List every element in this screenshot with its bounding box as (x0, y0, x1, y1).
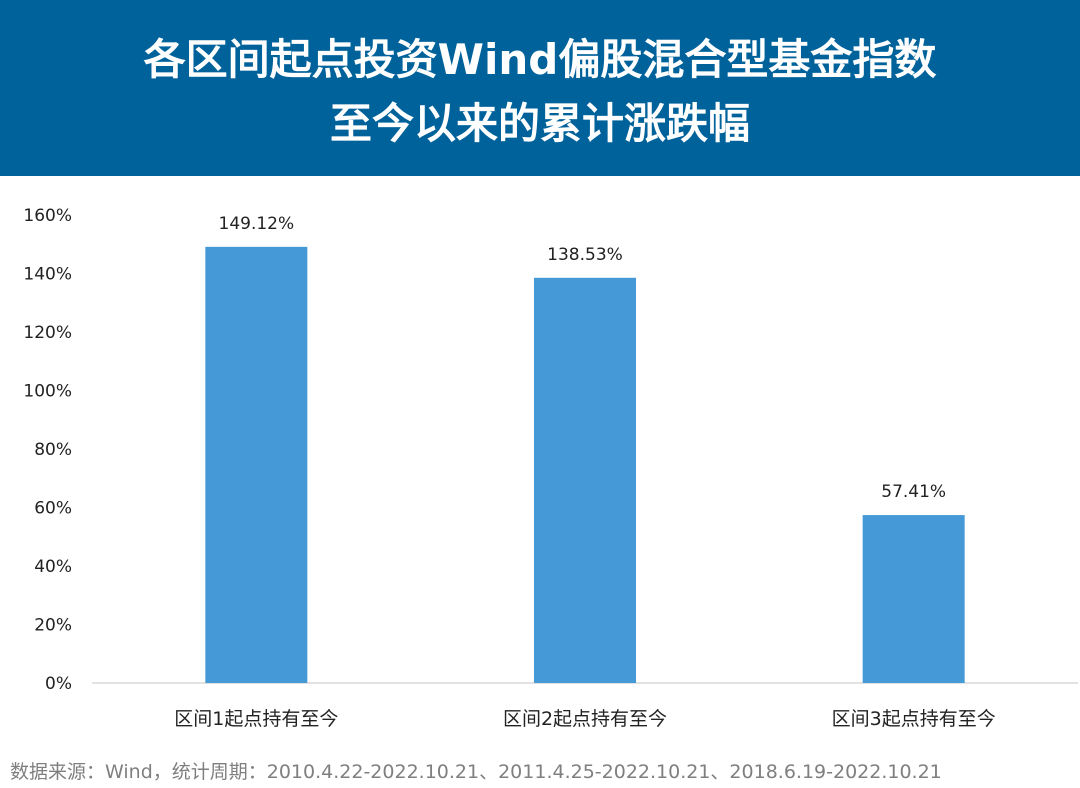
y-tick-label: 100% (23, 382, 72, 402)
chart-area: 0% 20% 40% 60% 80% 100% 120% 140% 160% 149.12% 区间1… (0, 176, 1080, 746)
chart-title-line-1: 各区间起点投资Wind偏股混合型基金指数 (143, 35, 937, 84)
x-tick-label: 区间1起点持有至今 (174, 708, 338, 730)
data-label: 149.12% (219, 214, 295, 234)
y-tick-label: 40% (34, 557, 72, 577)
y-tick-label: 20% (34, 616, 72, 636)
data-label: 138.53% (547, 245, 623, 265)
x-tick-label: 区间2起点持有至今 (503, 708, 667, 730)
y-tick-label: 140% (23, 265, 72, 285)
bar (205, 246, 308, 683)
y-tick-label: 120% (23, 323, 72, 343)
y-tick-label: 80% (34, 440, 72, 460)
chart-title-line-2: 至今以来的累计涨跌幅 (329, 99, 750, 148)
y-tick-label: 60% (34, 499, 72, 519)
bar (534, 277, 636, 683)
y-tick-label: 0% (45, 674, 72, 694)
bar (862, 515, 965, 683)
title-banner: 各区间起点投资Wind偏股混合型基金指数 至今以来的累计涨跌幅 (0, 0, 1080, 176)
bar-chart: 0% 20% 40% 60% 80% 100% 120% 140% 160% 149.12% 区间1… (23, 206, 1078, 730)
data-label: 57.41% (881, 482, 946, 502)
source-note: 数据来源：Wind，统计周期：2010.4.22-2022.10.21、2011… (10, 761, 942, 783)
y-tick-label: 160% (23, 206, 72, 226)
x-tick-label: 区间3起点持有至今 (832, 708, 996, 730)
